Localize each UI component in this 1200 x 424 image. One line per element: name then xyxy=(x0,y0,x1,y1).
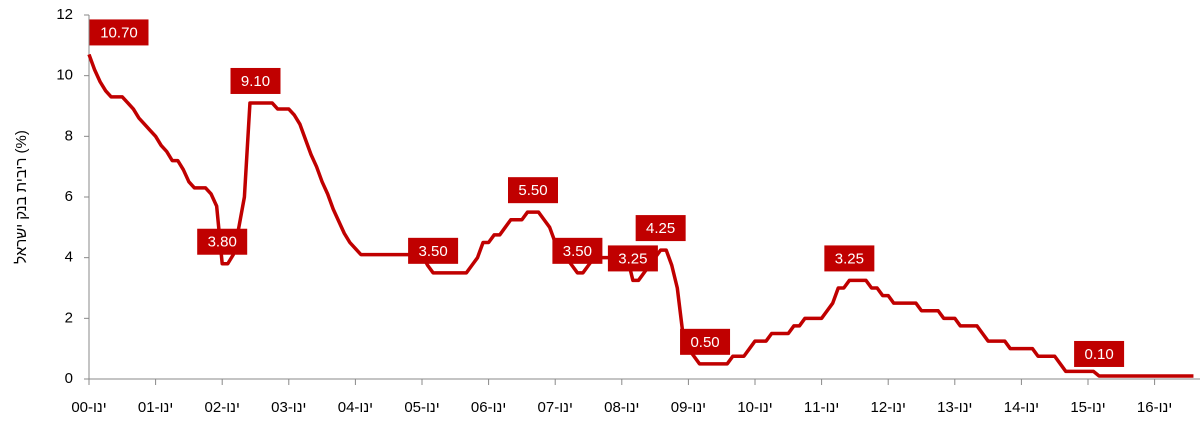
value-label: 10.70 xyxy=(100,24,138,41)
value-label-box xyxy=(635,215,686,242)
value-label-box xyxy=(824,245,875,272)
y-tick-label: 2 xyxy=(65,309,73,326)
y-tick-label: 6 xyxy=(65,188,73,205)
value-label: 0.10 xyxy=(1084,346,1113,363)
value-label: 9.10 xyxy=(241,73,270,90)
x-tick-label: ינו-01 xyxy=(138,399,173,416)
value-label: 3.25 xyxy=(835,250,864,267)
value-label-box xyxy=(680,328,731,355)
value-label-box xyxy=(408,237,459,264)
x-tick-label: ינו-14 xyxy=(1004,399,1039,416)
x-tick-label: ינו-03 xyxy=(271,399,306,416)
y-tick-label: 10 xyxy=(56,67,73,84)
x-tick-label: ינו-08 xyxy=(604,399,639,416)
value-label: 5.50 xyxy=(518,182,547,199)
y-tick-label: 12 xyxy=(56,6,73,23)
x-tick-label: ינו-11 xyxy=(804,399,839,416)
x-tick-label: ינו-02 xyxy=(205,399,240,416)
value-label: 4.25 xyxy=(646,220,675,237)
x-tick-label: ינו-04 xyxy=(338,399,373,416)
x-tick-label: ינו-10 xyxy=(737,399,772,416)
x-tick-label: ינו-05 xyxy=(404,399,439,416)
value-label-box xyxy=(230,67,281,94)
value-label: 3.80 xyxy=(208,234,237,251)
value-label: 0.50 xyxy=(690,334,719,351)
x-tick-label: ינו-16 xyxy=(1137,399,1172,416)
x-tick-label: ינו-06 xyxy=(471,399,506,416)
value-label-box xyxy=(607,245,658,272)
y-axis-title: ריבית בנק ישראל (%) xyxy=(13,130,30,264)
value-label-box xyxy=(552,237,603,264)
value-label-box xyxy=(197,228,248,255)
x-tick-label: ינו-07 xyxy=(538,399,573,416)
x-tick-label: ינו-09 xyxy=(671,399,706,416)
x-tick-label: ינו-00 xyxy=(71,399,106,416)
value-label-box xyxy=(508,177,558,204)
y-tick-label: 0 xyxy=(65,370,73,387)
value-label-box xyxy=(89,19,149,46)
y-tick-label: 8 xyxy=(65,127,73,144)
x-tick-label: ינו-13 xyxy=(937,399,972,416)
y-tick-label: 4 xyxy=(65,249,73,266)
value-label-box xyxy=(1074,340,1125,367)
x-tick-label: ינו-12 xyxy=(871,399,906,416)
value-label: 3.50 xyxy=(563,243,592,260)
value-label: 3.50 xyxy=(418,243,447,260)
x-tick-label: ינו-15 xyxy=(1070,399,1105,416)
value-label: 3.25 xyxy=(618,250,647,267)
rate-line xyxy=(87,53,1194,378)
